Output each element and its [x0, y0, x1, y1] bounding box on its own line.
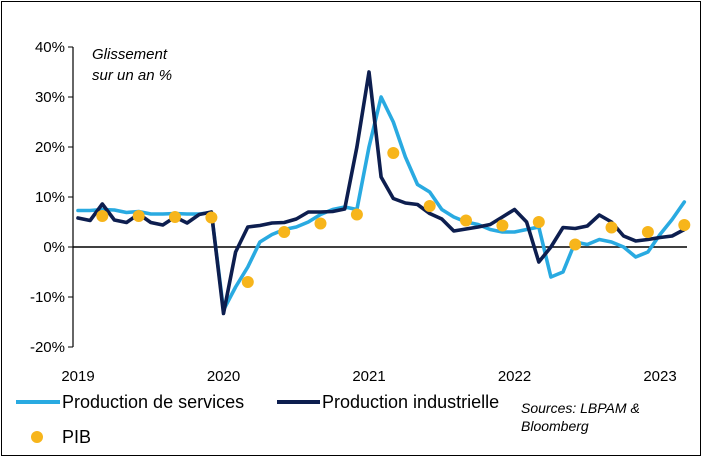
gdp-dots [96, 147, 691, 288]
x-tick-label: 2019 [61, 368, 94, 385]
series-line-services [76, 95, 687, 312]
gdp-point [423, 200, 436, 212]
gdp-point [641, 226, 654, 238]
gdp-point [241, 276, 254, 288]
legend-label-services: Production de services [62, 392, 244, 412]
gdp-point [314, 217, 327, 230]
axes [72, 47, 687, 347]
legend-label-industry: Production industrielle [322, 392, 499, 412]
y-tick-label: -10% [30, 289, 65, 306]
series-line-industry [76, 70, 687, 316]
gdp-point [387, 147, 400, 159]
annotation-line-2: sur un an % [92, 67, 172, 84]
source-line-1: Sources: LBPAM & [521, 400, 640, 416]
gdp-point [205, 211, 218, 224]
legend: Production de services Production indust… [16, 392, 499, 447]
y-ticks: 40% 30% 20% 10% 0% -10% -20% [30, 39, 73, 356]
x-tick-label: 2021 [352, 368, 385, 385]
x-tick-label: 2022 [498, 368, 531, 385]
x-ticks: 2019 2020 2021 2022 2023 [61, 368, 676, 385]
gdp-point [460, 214, 472, 227]
series-lines [76, 70, 687, 316]
y-tick-label: 40% [35, 39, 65, 56]
source-line-2: Bloomberg [521, 418, 589, 434]
y-tick-label: 20% [35, 139, 65, 156]
gdp-point [569, 238, 582, 251]
y-tick-label: -20% [30, 339, 65, 356]
gdp-point [350, 208, 363, 221]
gdp-point [496, 219, 509, 232]
y-tick-label: 0% [43, 239, 65, 256]
legend-label-gdp: PIB [62, 427, 91, 447]
gdp-point [132, 210, 145, 222]
gdp-point [278, 226, 291, 238]
y-tick-label: 10% [35, 189, 65, 206]
gdp-point [96, 210, 109, 222]
annotation-line-1: Glissement [92, 46, 168, 63]
legend-swatch-gdp [31, 431, 43, 443]
gdp-point [605, 221, 618, 234]
gdp-point [532, 216, 545, 228]
x-tick-label: 2020 [207, 368, 240, 385]
y-tick-label: 30% [35, 89, 65, 106]
gdp-point [678, 219, 691, 231]
gdp-point [169, 211, 181, 223]
x-tick-label: 2023 [643, 368, 676, 385]
